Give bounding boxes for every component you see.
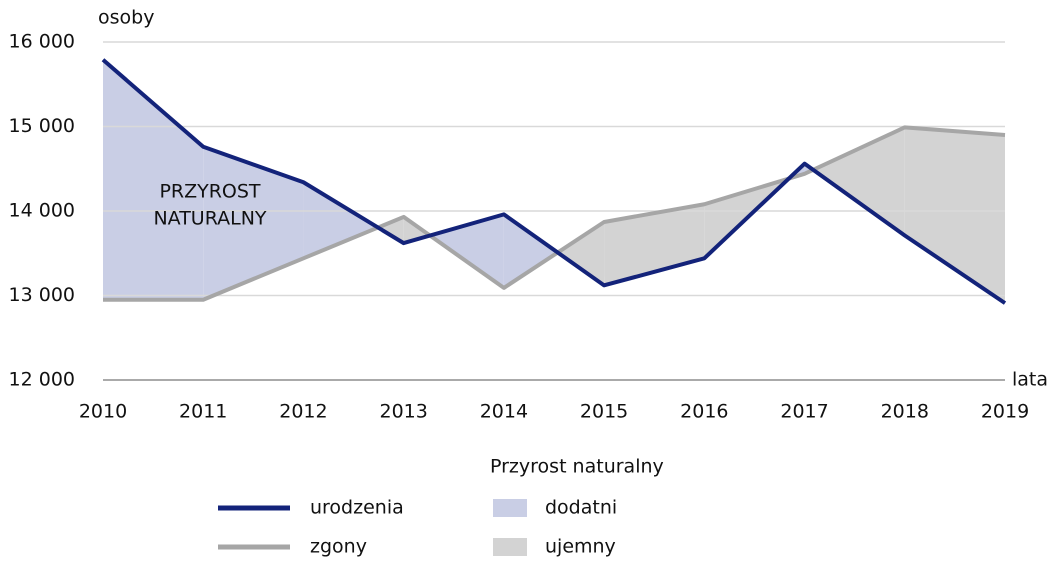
y-tick-label: 12 000 bbox=[9, 369, 75, 391]
area bbox=[503, 214, 558, 288]
x-tick-label: 2010 bbox=[79, 401, 127, 423]
area bbox=[377, 216, 404, 244]
annotation: PRZYROST bbox=[159, 181, 260, 203]
x-tick-label: 2016 bbox=[680, 401, 728, 423]
legend-label: urodzenia bbox=[310, 497, 404, 519]
legend-swatch bbox=[493, 538, 527, 556]
y-tick-label: 15 000 bbox=[9, 115, 75, 137]
legend-label: ujemny bbox=[545, 536, 616, 558]
area bbox=[303, 182, 378, 259]
area bbox=[103, 59, 204, 300]
x-tick-label: 2018 bbox=[881, 401, 929, 423]
area bbox=[813, 127, 905, 236]
legend-label: zgony bbox=[310, 536, 367, 558]
x-tick-label: 2014 bbox=[480, 401, 528, 423]
y-tick-label: 13 000 bbox=[9, 284, 75, 306]
line bbox=[103, 125, 1006, 302]
area bbox=[904, 127, 1005, 304]
x-tick-label: 2012 bbox=[279, 401, 327, 423]
line bbox=[101, 58, 1007, 305]
annotation: NATURALNY bbox=[153, 208, 266, 230]
x-axis-label: lata bbox=[1012, 369, 1048, 391]
area bbox=[203, 146, 304, 300]
x-tick-label: 2013 bbox=[379, 401, 427, 423]
y-tick-label: 16 000 bbox=[9, 31, 75, 53]
legend-label: dodatni bbox=[545, 497, 617, 519]
x-tick-label: 2015 bbox=[580, 401, 628, 423]
area bbox=[429, 214, 504, 288]
x-tick-label: 2019 bbox=[981, 401, 1029, 423]
x-tick-label: 2011 bbox=[179, 401, 227, 423]
legend-title: Przyrost naturalny bbox=[490, 456, 664, 478]
legend-swatch bbox=[493, 499, 527, 517]
x-tick-label: 2017 bbox=[780, 401, 828, 423]
area bbox=[557, 221, 605, 286]
y-axis-label: osoby bbox=[98, 7, 154, 29]
y-tick-label: 14 000 bbox=[9, 200, 75, 222]
